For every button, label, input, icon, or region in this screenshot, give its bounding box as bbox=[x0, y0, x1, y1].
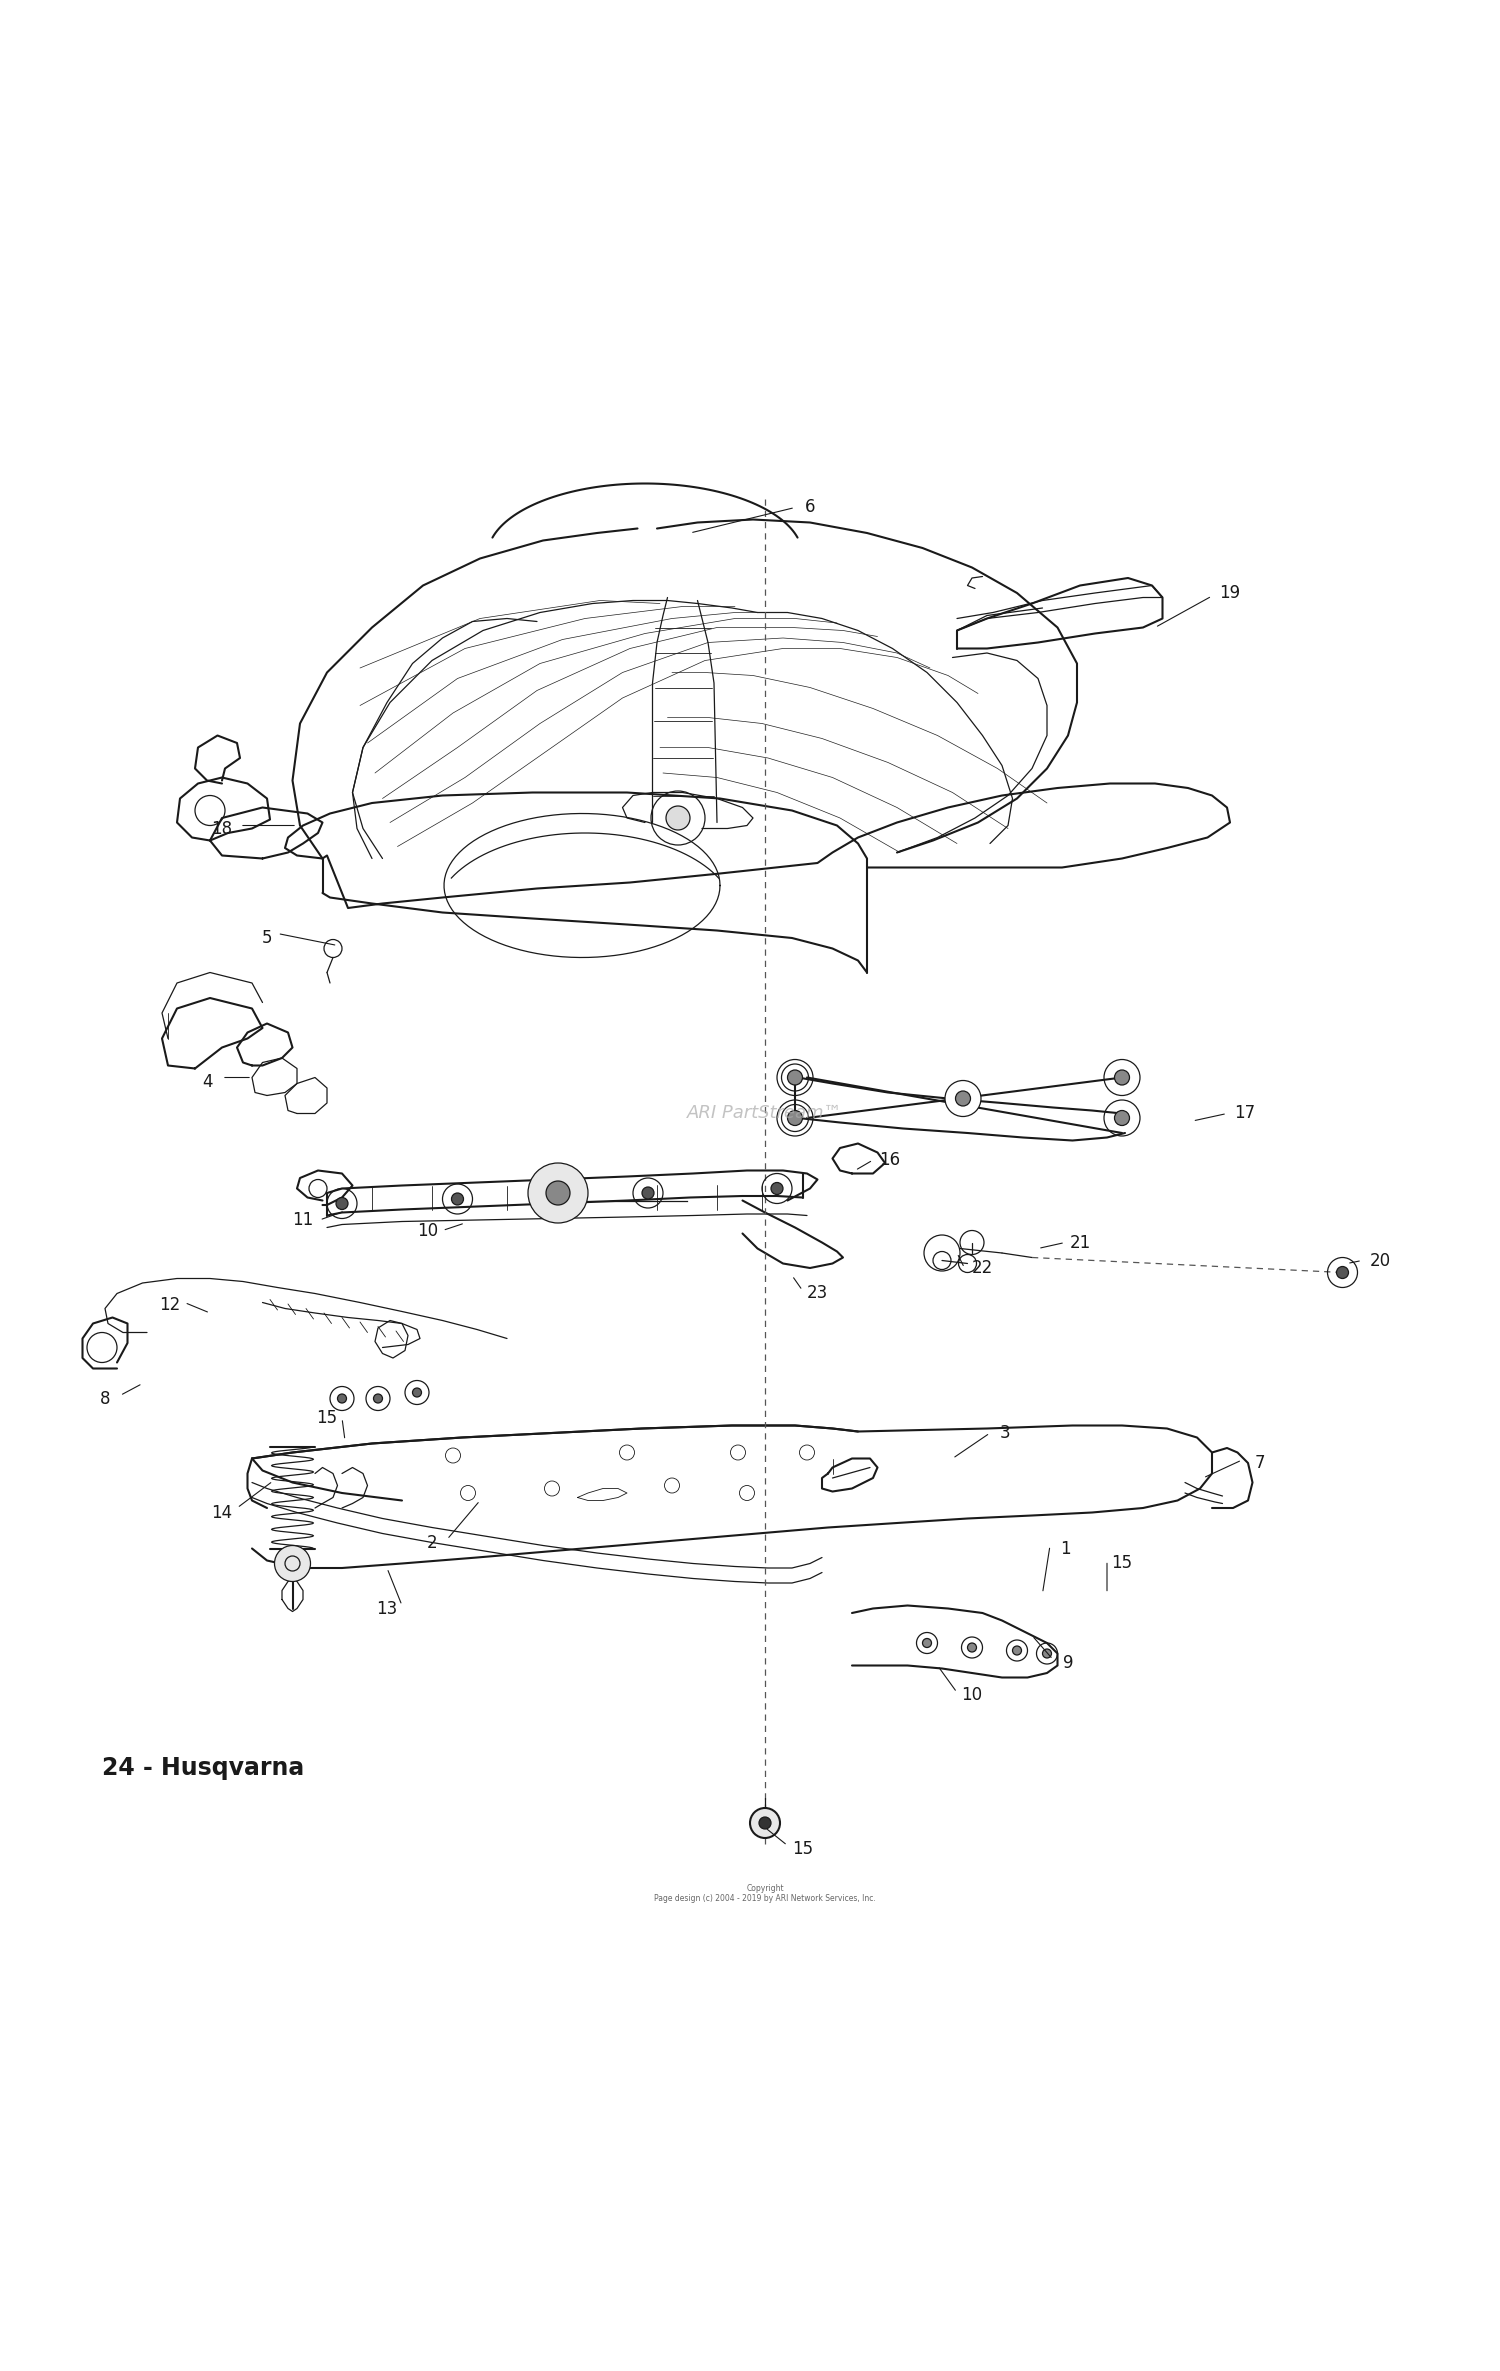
Text: 19: 19 bbox=[1220, 583, 1240, 602]
Text: 11: 11 bbox=[292, 1212, 314, 1228]
Circle shape bbox=[336, 1197, 348, 1209]
Text: 2: 2 bbox=[426, 1534, 438, 1551]
Circle shape bbox=[528, 1164, 588, 1223]
Text: 18: 18 bbox=[211, 820, 232, 837]
Circle shape bbox=[945, 1081, 981, 1117]
Circle shape bbox=[922, 1638, 932, 1648]
Circle shape bbox=[956, 1091, 970, 1105]
Text: 3: 3 bbox=[999, 1425, 1011, 1442]
Text: 13: 13 bbox=[376, 1600, 398, 1617]
Text: 17: 17 bbox=[1234, 1105, 1256, 1121]
Circle shape bbox=[452, 1193, 464, 1204]
Text: 6: 6 bbox=[804, 498, 816, 517]
Circle shape bbox=[642, 1188, 654, 1200]
Text: 12: 12 bbox=[159, 1297, 180, 1314]
Circle shape bbox=[1336, 1266, 1348, 1278]
Text: 22: 22 bbox=[972, 1259, 993, 1278]
Circle shape bbox=[750, 1809, 780, 1838]
Text: 4: 4 bbox=[201, 1074, 213, 1091]
Text: 23: 23 bbox=[807, 1285, 828, 1302]
Circle shape bbox=[374, 1394, 382, 1404]
Circle shape bbox=[1114, 1110, 1130, 1126]
Circle shape bbox=[968, 1643, 976, 1653]
Circle shape bbox=[1013, 1645, 1022, 1655]
Text: 1: 1 bbox=[1059, 1539, 1071, 1558]
Circle shape bbox=[413, 1387, 422, 1397]
Text: 14: 14 bbox=[211, 1503, 232, 1522]
Circle shape bbox=[771, 1183, 783, 1195]
Text: 15: 15 bbox=[792, 1840, 813, 1856]
Circle shape bbox=[759, 1816, 771, 1828]
Text: 10: 10 bbox=[962, 1686, 982, 1705]
Text: 21: 21 bbox=[1070, 1233, 1090, 1252]
Circle shape bbox=[788, 1110, 802, 1126]
Text: 10: 10 bbox=[417, 1221, 438, 1240]
Text: 20: 20 bbox=[1370, 1252, 1390, 1268]
Circle shape bbox=[274, 1546, 310, 1581]
Text: 24 - Husqvarna: 24 - Husqvarna bbox=[102, 1755, 304, 1781]
Text: 5: 5 bbox=[261, 929, 273, 946]
Text: ARI PartStream™: ARI PartStream™ bbox=[687, 1105, 843, 1121]
Text: 15: 15 bbox=[316, 1408, 338, 1427]
Text: 7: 7 bbox=[1254, 1453, 1264, 1472]
Circle shape bbox=[338, 1394, 346, 1404]
Circle shape bbox=[1042, 1648, 1052, 1657]
Text: Copyright
Page design (c) 2004 - 2019 by ARI Network Services, Inc.: Copyright Page design (c) 2004 - 2019 by… bbox=[654, 1885, 876, 1904]
Text: 8: 8 bbox=[99, 1389, 111, 1408]
Text: 15: 15 bbox=[1112, 1555, 1132, 1572]
Text: 9: 9 bbox=[1062, 1653, 1074, 1672]
Circle shape bbox=[788, 1069, 802, 1086]
Circle shape bbox=[666, 806, 690, 830]
Circle shape bbox=[546, 1181, 570, 1204]
Circle shape bbox=[1114, 1069, 1130, 1086]
Text: 16: 16 bbox=[879, 1150, 900, 1169]
